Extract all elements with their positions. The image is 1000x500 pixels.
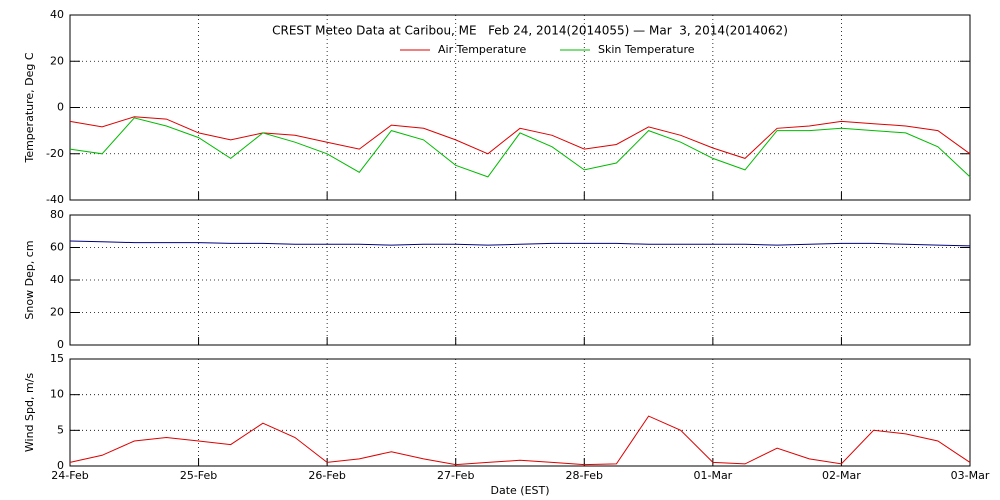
plot-frame bbox=[69, 358, 971, 467]
x-tick-label: 03-Mar bbox=[951, 469, 990, 482]
x-tick-label: 24-Feb bbox=[51, 469, 88, 482]
y-tick-label: 60 bbox=[50, 241, 64, 254]
x-tick-label: 02-Mar bbox=[822, 469, 861, 482]
y-tick-label: 0 bbox=[57, 338, 64, 351]
y-tick-label: 20 bbox=[50, 54, 64, 67]
y-axis-label: Temperature, Deg C bbox=[23, 52, 36, 163]
y-tick-label: 40 bbox=[50, 273, 64, 286]
y-tick-label: 0 bbox=[57, 101, 64, 114]
x-tick-label: 01-Mar bbox=[693, 469, 732, 482]
y-tick-label: 5 bbox=[57, 423, 64, 436]
x-axis-label: Date (EST) bbox=[490, 484, 549, 497]
y-tick-label: 20 bbox=[50, 306, 64, 319]
y-tick-label: 15 bbox=[50, 352, 64, 365]
data-line bbox=[69, 117, 971, 178]
x-tick-label: 28-Feb bbox=[566, 469, 603, 482]
legend-label: Skin Temperature bbox=[598, 43, 695, 56]
y-tick-label: 0 bbox=[57, 459, 64, 472]
y-tick-label: 10 bbox=[50, 388, 64, 401]
x-tick-label: 26-Feb bbox=[308, 469, 345, 482]
data-line bbox=[69, 240, 971, 247]
x-tick-label: 25-Feb bbox=[180, 469, 217, 482]
x-tick-label: 27-Feb bbox=[437, 469, 474, 482]
y-axis-label: Snow Dep, cm bbox=[23, 240, 36, 319]
data-line bbox=[69, 116, 971, 159]
y-tick-label: -40 bbox=[46, 193, 64, 206]
y-tick-label: 40 bbox=[50, 8, 64, 21]
y-tick-label: -20 bbox=[46, 147, 64, 160]
legend-label: Air Temperature bbox=[438, 43, 527, 56]
y-axis-label: Wind Spd, m/s bbox=[23, 373, 36, 453]
y-tick-label: 80 bbox=[50, 208, 64, 221]
data-line bbox=[69, 415, 971, 466]
chart-title: CREST Meteo Data at Caribou, ME Feb 24, … bbox=[272, 24, 788, 38]
